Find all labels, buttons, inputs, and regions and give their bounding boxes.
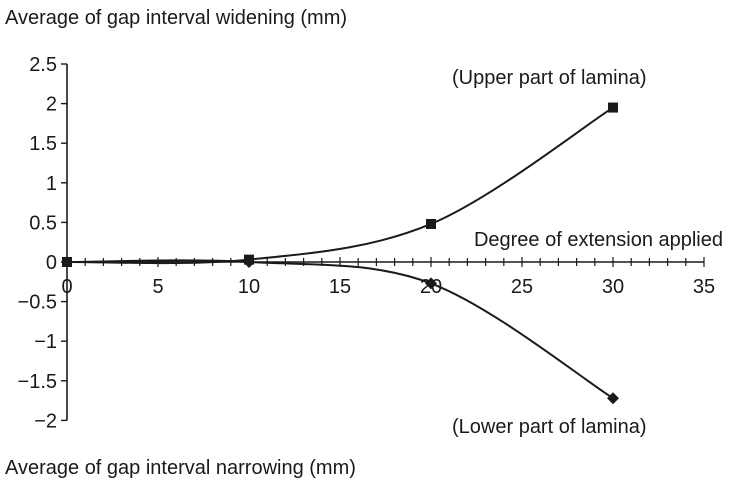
y-tick-label: 2.5: [29, 54, 57, 76]
y-tick-label: 1: [46, 173, 57, 195]
series-line-1: [66, 259, 614, 400]
x-tick-label: 10: [238, 276, 260, 298]
data-point-diamond: [425, 277, 437, 290]
series-lines: [66, 106, 614, 400]
y-tick-label: −2: [34, 410, 57, 432]
data-point-diamond: [607, 392, 619, 405]
x-axis-label: Degree of extension applied: [474, 229, 723, 251]
y-tick-label: −1: [34, 331, 57, 353]
x-tick-label: 25: [511, 276, 533, 298]
y-axis-label-top: Average of gap interval widening (mm): [5, 7, 347, 29]
series-markers: [61, 102, 619, 405]
x-tick-label: 0: [61, 276, 72, 298]
y-tick-label: 0: [46, 252, 57, 274]
data-point-diamond: [243, 256, 255, 268]
data-point-square: [608, 102, 618, 113]
y-tick-label: 0.5: [29, 212, 57, 234]
y-tick-label: 2: [46, 94, 57, 116]
y-tick-label: 1.5: [29, 133, 57, 155]
y-axis-label-bottom: Average of gap interval narrowing (mm): [5, 457, 356, 479]
y-tick-label: −0.5: [18, 292, 57, 314]
x-tick-label: 5: [152, 276, 163, 298]
y-tick-label: −1.5: [18, 371, 57, 393]
data-point-square: [426, 218, 436, 229]
series-label-lower: (Lower part of lamina): [452, 416, 647, 438]
series-label-upper: (Upper part of lamina): [452, 67, 647, 89]
x-tick-label: 30: [602, 276, 624, 298]
x-tick-label: 35: [693, 276, 715, 298]
x-tick-label: 15: [329, 276, 351, 298]
data-point-diamond: [61, 256, 73, 268]
axes: 2.521.510.50−0.5−1−1.5−205101520253035: [18, 54, 716, 432]
series-line-0: [66, 106, 614, 265]
